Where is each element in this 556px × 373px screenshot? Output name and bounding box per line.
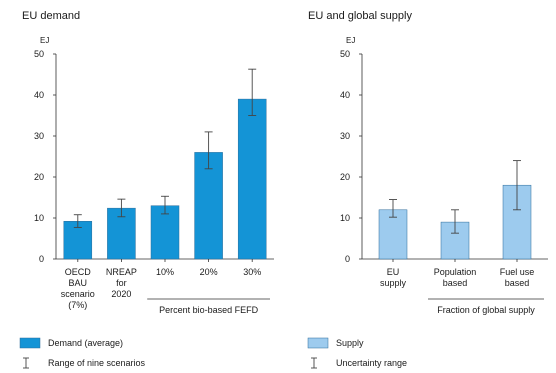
x-category-label: based	[505, 278, 530, 288]
y-tick-label: 40	[34, 90, 44, 100]
x-category-label: 10%	[156, 267, 174, 277]
y-axis-unit: EJ	[40, 36, 49, 45]
legend-label: Supply	[336, 338, 364, 348]
eu-global-supply-panel: EU and global supply EJ 0 10 20 30 40 50 EUsuppl…	[308, 10, 548, 315]
bar	[378, 209, 408, 260]
eu-demand-panel: EU demand EJ 0 10 20 30 40 50 OECDBAUscenario(7%…	[22, 10, 274, 315]
x-category-label: NREAP	[106, 267, 137, 277]
legend: Demand (average) Range of nine scenarios S…	[19, 337, 407, 369]
legend-swatch	[19, 337, 41, 349]
legend-label: Range of nine scenarios	[48, 358, 146, 368]
x-category-label: 2020	[111, 289, 131, 299]
x-category-label: supply	[380, 278, 407, 288]
x-category-label: BAU	[69, 278, 88, 288]
legend-swatch	[307, 337, 329, 349]
x-category-label: (7%)	[68, 300, 87, 310]
x-category-label: for	[116, 278, 127, 288]
group-label: Fraction of global supply	[437, 305, 535, 315]
y-tick-label: 50	[340, 49, 350, 59]
y-tick-label: 0	[345, 254, 350, 264]
x-category-label: based	[443, 278, 468, 288]
y-tick-label: 40	[340, 90, 350, 100]
bar	[237, 98, 267, 260]
y-tick-label: 10	[340, 213, 350, 223]
panel-title: EU demand	[22, 10, 80, 22]
panel-title: EU and global supply	[308, 10, 412, 22]
y-tick-label: 10	[34, 213, 44, 223]
x-category-label: scenario	[61, 289, 95, 299]
y-axis-unit: EJ	[346, 36, 355, 45]
group-label: Percent bio-based FEFD	[159, 305, 259, 315]
legend-label: Demand (average)	[48, 338, 123, 348]
y-tick-label: 20	[34, 172, 44, 182]
bar	[194, 152, 223, 260]
legend-label: Uncertainty range	[336, 358, 407, 368]
x-category-label: 30%	[243, 267, 261, 277]
y-tick-label: 50	[34, 49, 44, 59]
x-category-label: Fuel use	[500, 267, 535, 277]
x-category-label: 20%	[200, 267, 218, 277]
y-tick-label: 30	[34, 131, 44, 141]
y-tick-label: 20	[340, 172, 350, 182]
y-tick-label: 30	[340, 131, 350, 141]
x-category-label: Population	[434, 267, 477, 277]
x-category-label: OECD	[65, 267, 92, 277]
x-category-label: EU	[387, 267, 400, 277]
y-tick-label: 0	[39, 254, 44, 264]
